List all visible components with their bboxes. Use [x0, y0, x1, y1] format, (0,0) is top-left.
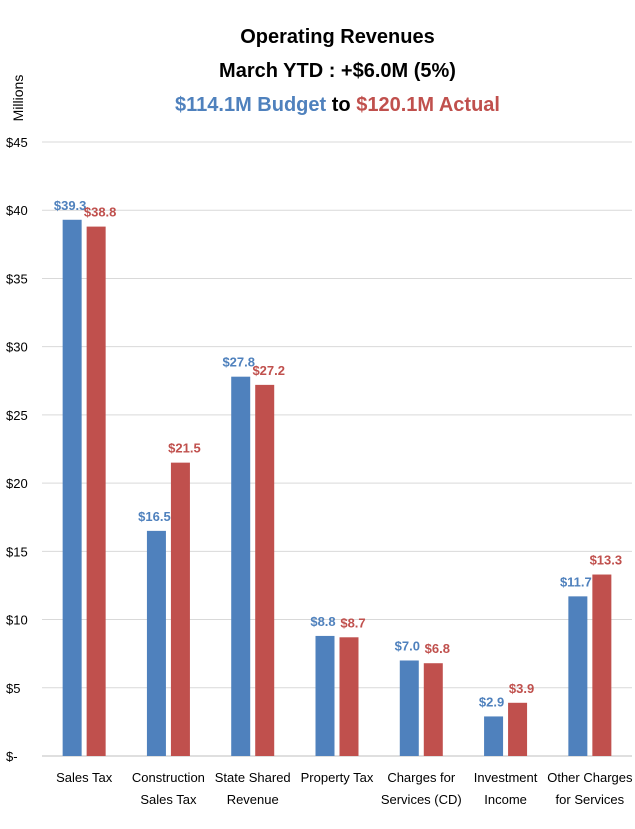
- budget-bar: [146, 530, 166, 756]
- actual-data-label: $13.3: [590, 553, 623, 568]
- x-tick-label: Services (CD): [381, 792, 462, 807]
- budget-total-text: $114.1M Budget: [175, 94, 327, 116]
- budget-bar: [315, 635, 335, 756]
- x-tick-label: Charges for: [387, 770, 456, 785]
- actual-bar: [255, 384, 275, 756]
- y-tick-label: $10: [6, 613, 28, 628]
- x-tick-label: Property Tax: [301, 770, 374, 785]
- actual-data-label: $38.8: [84, 205, 117, 220]
- y-tick-label: $45: [6, 135, 28, 150]
- y-tick-label: $40: [6, 203, 28, 218]
- x-tick-label: Sales Tax: [140, 792, 197, 807]
- chart-summary-line: $114.1M Budget to $120.1M Actual: [20, 94, 635, 117]
- budget-data-label: $8.8: [310, 614, 335, 629]
- actual-bar: [170, 462, 190, 756]
- budget-data-label: $27.8: [222, 355, 255, 370]
- x-tick-label: for Services: [556, 792, 625, 807]
- actual-data-label: $3.9: [509, 681, 534, 696]
- actual-data-label: $8.7: [340, 615, 365, 630]
- actual-bar: [592, 574, 612, 756]
- x-tick-label: Income: [484, 792, 527, 807]
- x-tick-label: State Shared: [215, 770, 291, 785]
- chart-subtitle: March YTD : +$6.0M (5%): [219, 60, 456, 82]
- y-tick-label: $5: [6, 681, 20, 696]
- y-tick-label: $-: [6, 749, 18, 764]
- actual-bar: [339, 637, 359, 756]
- budget-bar: [399, 660, 419, 756]
- budget-bar: [231, 376, 251, 756]
- actual-data-label: $6.8: [425, 641, 450, 656]
- actual-bar: [508, 702, 528, 756]
- budget-bar: [568, 596, 588, 756]
- y-tick-label: $30: [6, 340, 28, 355]
- budget-data-label: $7.0: [395, 638, 420, 653]
- budget-bar: [484, 716, 504, 756]
- actual-total-text: $120.1M Actual: [356, 94, 500, 116]
- x-tick-label: Sales Tax: [56, 770, 113, 785]
- y-tick-label: $25: [6, 408, 28, 423]
- y-tick-label: $20: [6, 476, 28, 491]
- x-tick-label: Other Charges: [547, 770, 633, 785]
- budget-data-label: $2.9: [479, 694, 504, 709]
- actual-bar: [86, 226, 106, 756]
- budget-data-label: $39.3: [54, 198, 87, 213]
- actual-data-label: $27.2: [252, 363, 285, 378]
- summary-connector-text: to: [331, 94, 351, 116]
- budget-data-label: $11.7: [560, 574, 592, 589]
- chart-title: Operating Revenues: [240, 26, 435, 48]
- y-tick-label: $15: [6, 544, 28, 559]
- x-tick-label: Investment: [474, 770, 538, 785]
- y-tick-label: $35: [6, 271, 28, 286]
- x-tick-label: Revenue: [227, 792, 279, 807]
- x-tick-label: Construction: [132, 770, 205, 785]
- budget-bar: [62, 219, 82, 757]
- actual-data-label: $21.5: [168, 441, 201, 456]
- budget-data-label: $16.5: [138, 509, 171, 524]
- actual-bar: [423, 663, 443, 756]
